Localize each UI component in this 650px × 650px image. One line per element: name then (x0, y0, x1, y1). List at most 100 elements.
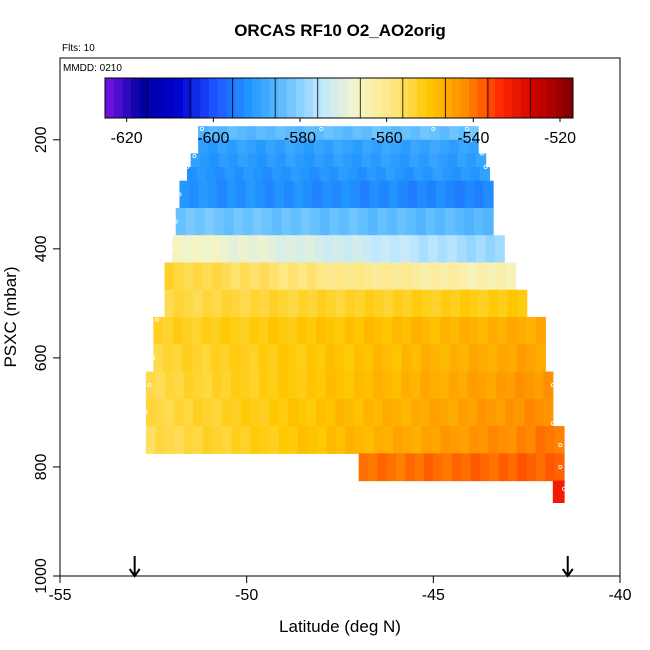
heatmap-cell (354, 344, 365, 373)
heatmap-cell (314, 139, 325, 155)
heatmap-cell (497, 344, 508, 373)
flight-track-point (558, 464, 563, 469)
colorbar-segment (373, 78, 383, 118)
heatmap-cell (486, 398, 497, 427)
heatmap-cell (380, 153, 392, 168)
heatmap-cell (196, 167, 207, 182)
heatmap-cell (281, 167, 292, 182)
colorbar-segment (408, 78, 418, 118)
heatmap-cell (469, 289, 480, 318)
heatmap-cell (334, 344, 346, 373)
heatmap-cell (475, 235, 486, 264)
colorbar-segment (486, 78, 496, 118)
heatmap-cell (275, 139, 286, 155)
heatmap-cell (404, 167, 415, 182)
heatmap-cell (315, 317, 327, 345)
heatmap-cell (304, 235, 315, 264)
heatmap-cell (498, 453, 509, 482)
x-axis-tick-label: -55 (48, 587, 71, 604)
heatmap-cell (210, 317, 221, 345)
heatmap-cell (392, 262, 403, 291)
heatmap-cell (268, 262, 279, 291)
heatmap-cell (374, 289, 385, 318)
heatmap-cell (164, 289, 175, 318)
heatmap-cell (186, 167, 197, 182)
heatmap-cell (342, 126, 354, 141)
heatmap-cell (285, 153, 296, 168)
heatmap-cell (391, 398, 402, 427)
heatmap-cell (421, 426, 432, 454)
heatmap-cell (421, 317, 432, 345)
heatmap-cell (371, 235, 382, 264)
heatmap-cell (164, 398, 175, 427)
heatmap-cell (355, 289, 366, 318)
heatmap-cell (489, 453, 500, 482)
heatmap-cell (375, 167, 386, 182)
heatmap-cell (485, 235, 496, 264)
colorbar-tick-label: -600 (197, 130, 229, 147)
colorbar-segment (183, 78, 193, 118)
heatmap-cell (252, 207, 263, 236)
heatmap-cell (382, 344, 393, 373)
heatmap-cell (456, 235, 467, 264)
heatmap-cell (198, 180, 209, 209)
heatmap-cell (464, 180, 475, 209)
heatmap-cell (238, 235, 249, 264)
colorbar-tick-label: -580 (284, 130, 316, 147)
heatmap-cell (543, 398, 554, 427)
flight-track-point (550, 421, 555, 426)
heatmap-cell (480, 453, 490, 482)
heatmap-cell (257, 153, 268, 168)
heatmap-cell (297, 262, 308, 291)
heatmap-cell (202, 426, 213, 454)
heatmap-cell (405, 453, 416, 482)
heatmap-cell (552, 480, 565, 503)
heatmap-cell (363, 317, 374, 345)
heatmap-cell (440, 289, 452, 318)
heatmap-cell (505, 262, 517, 291)
heatmap-cell (385, 167, 396, 182)
heatmap-cell (452, 453, 462, 482)
heatmap-cell (439, 126, 450, 141)
heatmap-cell (396, 207, 408, 236)
y-axis-tick-label: 1000 (33, 558, 50, 594)
heatmap-cell (449, 262, 460, 291)
heatmap-cell (265, 139, 276, 155)
colorbar-segment (287, 78, 297, 118)
flight-track-point (562, 486, 567, 491)
heatmap-cell (468, 344, 480, 373)
heatmap-cell (526, 317, 537, 345)
heatmap-cell (307, 426, 318, 454)
heatmap-cell (212, 371, 223, 400)
heatmap-cell (201, 317, 212, 345)
heatmap-cell (354, 317, 365, 345)
heatmap-cell (183, 371, 194, 400)
heatmap-cell (425, 207, 436, 236)
heatmap-cell (250, 289, 261, 318)
heatmap-cell (240, 262, 251, 291)
heatmap-cell (278, 371, 289, 400)
heatmap-cell (347, 167, 358, 182)
heatmap-cell (274, 180, 285, 209)
colorbar-segment (339, 78, 349, 118)
heatmap-cell (342, 153, 353, 168)
heatmap-cell (435, 207, 446, 236)
heatmap-cell (314, 126, 325, 141)
heatmap-cell (209, 153, 220, 168)
heatmap-cell (479, 167, 490, 182)
heatmap-cell (451, 167, 462, 182)
heatmap-cell (358, 207, 369, 236)
heatmap-cell (333, 126, 344, 141)
heatmap-cell (287, 344, 298, 373)
heatmap-cell (401, 371, 412, 400)
heatmap-cell (227, 126, 238, 141)
heatmap-cell (516, 317, 527, 345)
heatmap-cell (323, 235, 334, 264)
heatmap-cell (363, 344, 374, 373)
heatmap-cell (240, 398, 251, 427)
heatmap-cell (331, 180, 342, 209)
heatmap-cell (454, 207, 465, 236)
heatmap-cell (437, 235, 448, 264)
heatmap-cell (348, 207, 360, 236)
heatmap-cell (461, 453, 472, 482)
